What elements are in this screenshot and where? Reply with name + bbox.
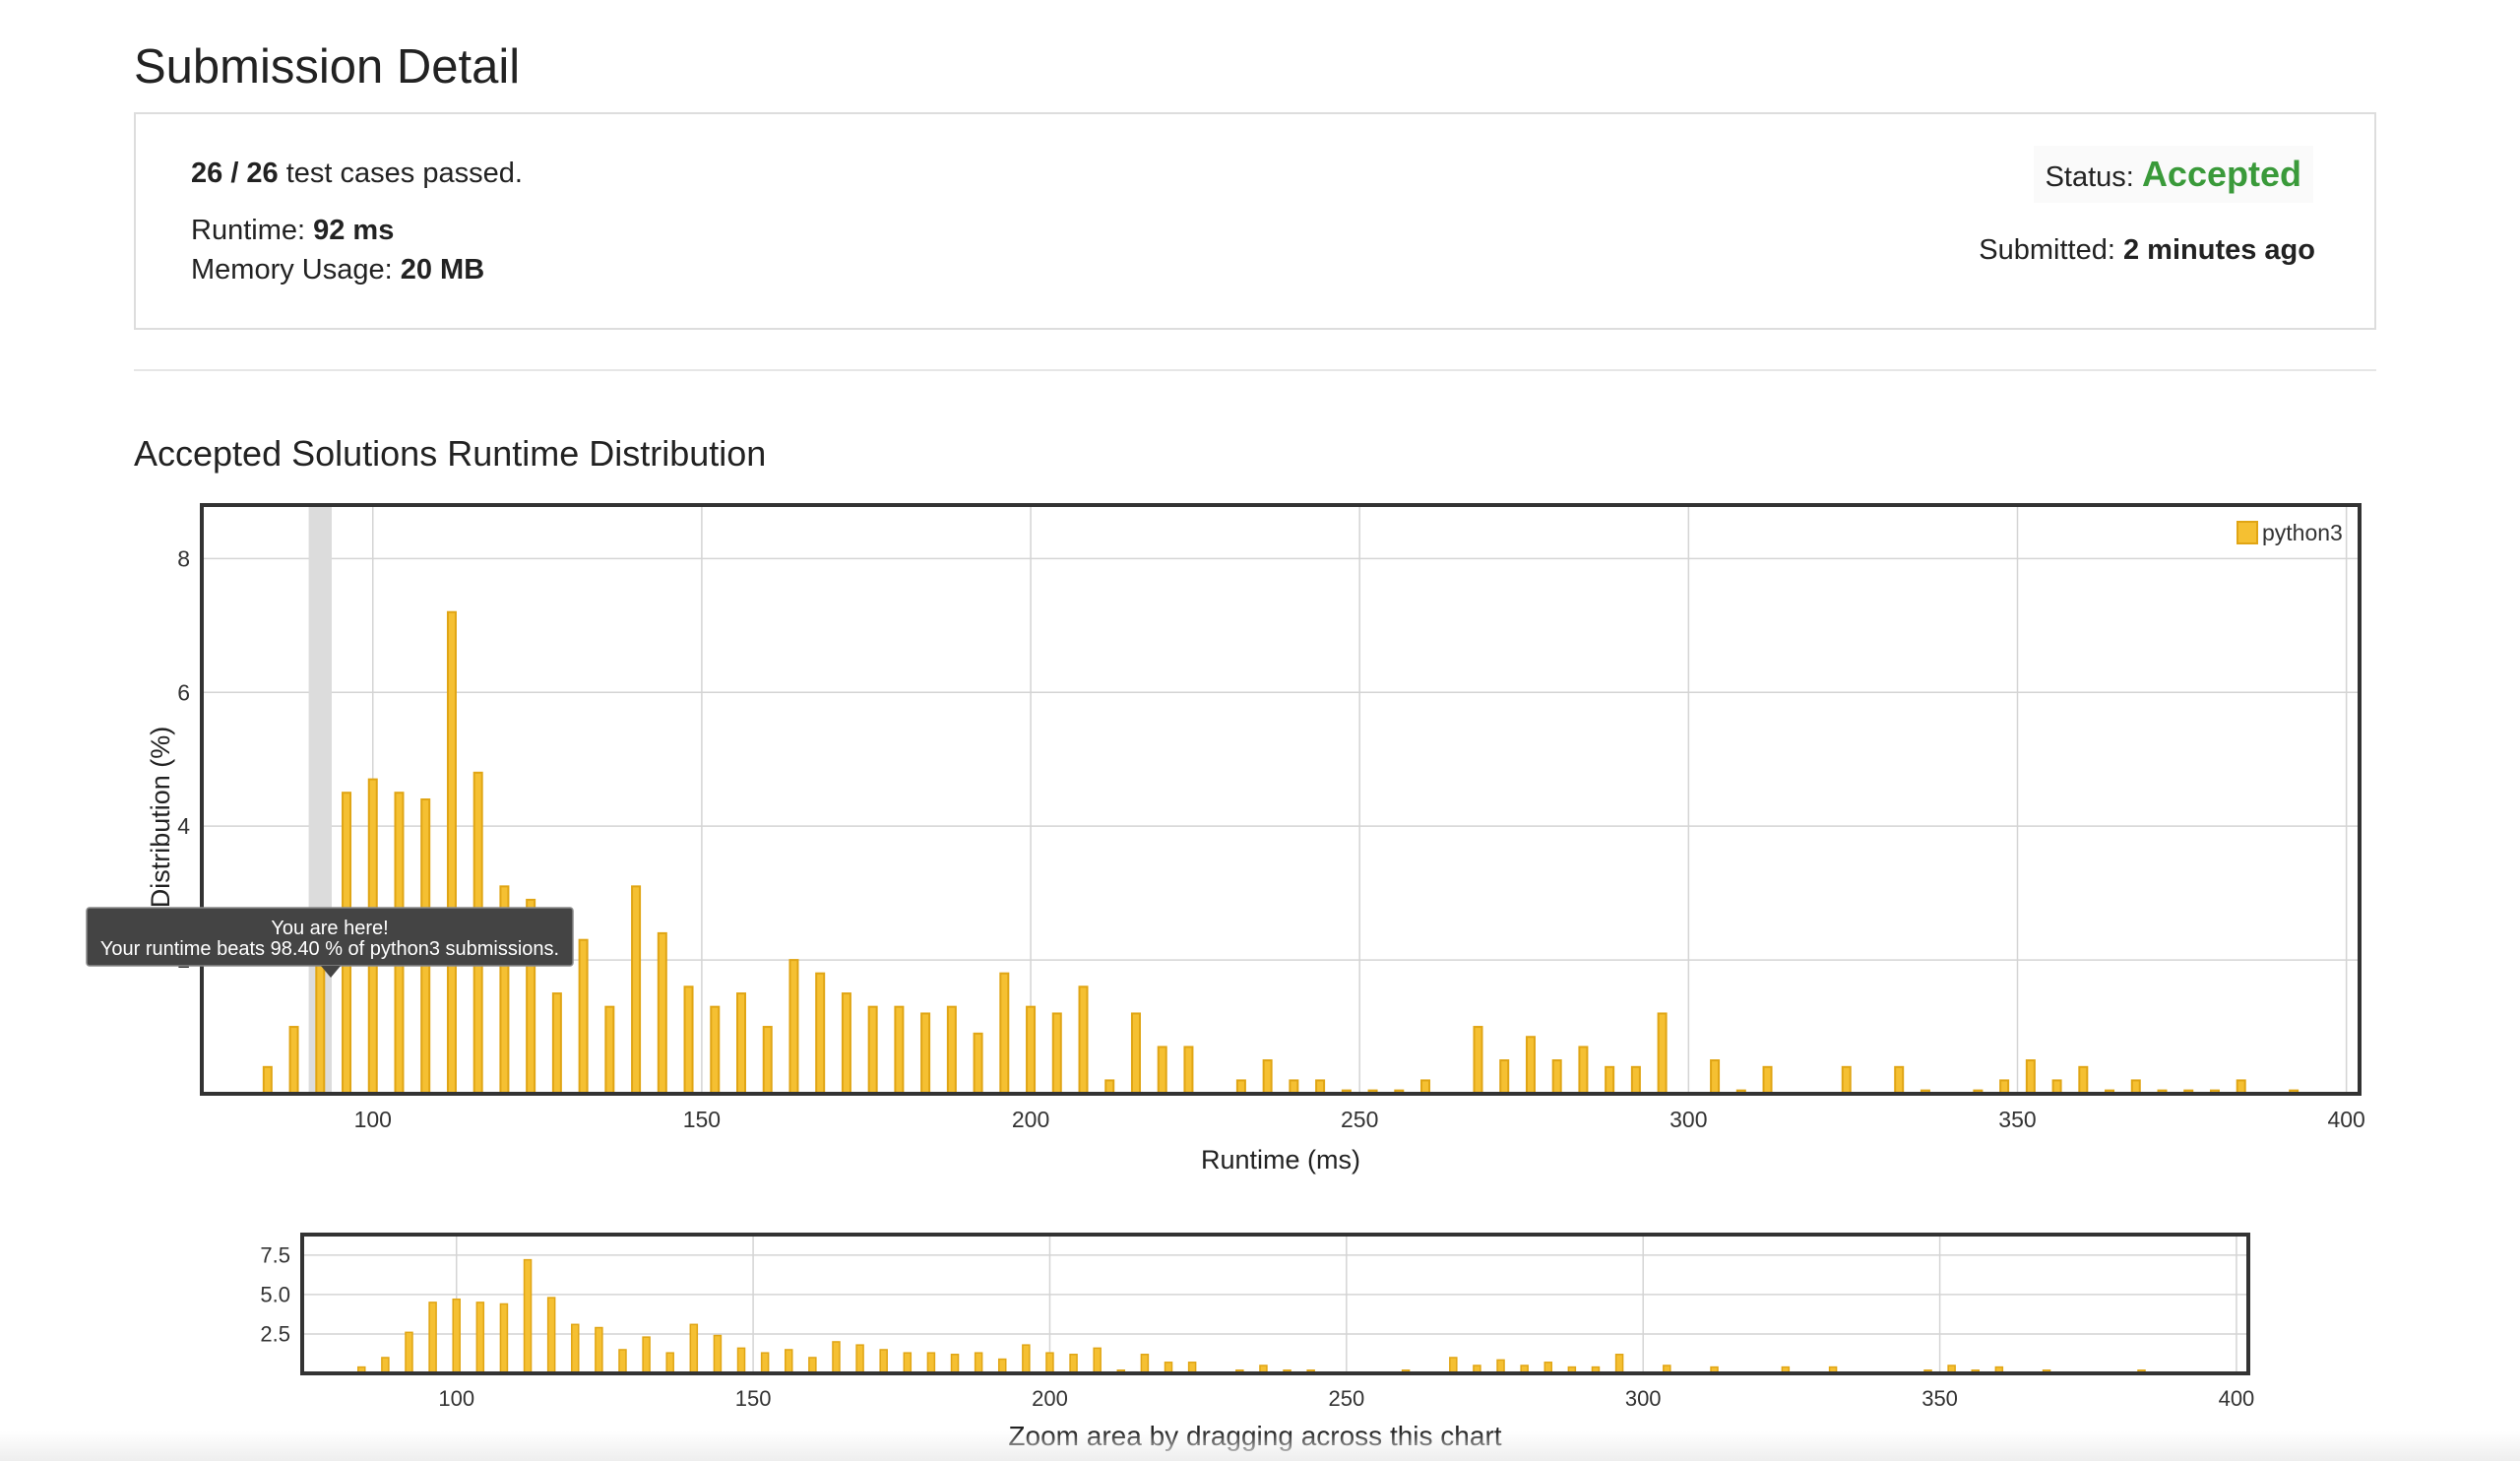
navigator-bars [357,1258,2193,1374]
section-divider [134,369,2376,371]
nav-bar[interactable] [689,1323,699,1374]
submitted-label: Submitted: [1979,234,2115,266]
nav-bar[interactable] [665,1352,674,1374]
memory-value: 20 MB [400,254,485,286]
runtime-value: 92 ms [313,215,395,246]
nav-bar[interactable] [642,1336,651,1374]
nav-bar[interactable] [1614,1354,1624,1374]
main-x-tick-label: 300 [1670,1107,1707,1132]
nav-x-tick-label: 150 [735,1386,772,1411]
nav-bar[interactable] [926,1352,936,1374]
legend-swatch [2236,521,2258,544]
legend-label: python3 [2262,520,2343,545]
nav-y-tick-label: 2.5 [260,1322,290,1347]
runtime-tooltip: You are here! Your runtime beats 98.40 %… [86,907,574,978]
status-label: Status: [2045,161,2134,193]
nav-bar[interactable] [499,1302,509,1374]
nav-bar[interactable] [879,1349,888,1374]
nav-bar[interactable] [1093,1347,1102,1374]
nav-bar[interactable] [950,1354,960,1374]
main-x-tick-labels: 100 150 200 250 300 350 400 [354,1107,2365,1132]
nav-bar[interactable] [903,1352,913,1374]
main-x-tick-label: 150 [683,1107,721,1132]
nav-x-tick-label: 300 [1625,1386,1662,1411]
runtime-label: Runtime: [191,215,306,246]
nav-x-tick-label: 350 [1922,1386,1958,1411]
nav-bar[interactable] [381,1357,390,1374]
navigator-grid [302,1235,2248,1373]
tooltip-line-1: You are here! [271,918,388,939]
test-cases-line: 26 / 26 test cases passed. [191,158,523,190]
nav-bar[interactable] [523,1258,533,1374]
nav-bar[interactable] [1449,1357,1458,1374]
nav-bar[interactable] [1045,1352,1054,1374]
memory-label: Memory Usage: [191,254,393,286]
nav-y-tick-label: 5.0 [260,1283,290,1307]
y-axis-label: Distribution (%) [146,727,175,909]
tooltip-pointer [321,966,341,978]
nav-bar[interactable] [1496,1359,1505,1374]
page-title: Submission Detail [134,40,521,94]
main-x-tick-label: 350 [1998,1107,2036,1132]
main-y-tick-label: 8 [177,545,190,571]
main-x-tick-label: 250 [1341,1107,1378,1132]
status-badge: Status: Accepted [2033,146,2313,203]
nav-x-tick-label: 250 [1328,1386,1364,1411]
legend[interactable]: python3 [2236,520,2343,545]
nav-bar[interactable] [618,1349,627,1374]
nav-bar[interactable] [546,1297,556,1374]
submission-summary: 26 / 26 test cases passed. Runtime: 92 m… [134,112,2376,330]
main-y-tick-label: 4 [177,813,190,839]
main-x-tick-label: 200 [1012,1107,1049,1132]
navigator-y-tick-labels: 2.5 5.0 7.5 [260,1243,290,1347]
nav-bar[interactable] [832,1341,841,1374]
tests-passed-suffix: test cases passed. [285,158,523,189]
tests-passed-count: 26 / 26 [191,158,279,189]
submitted-line: Submitted: 2 minutes ago [1979,234,2315,267]
nav-bar[interactable] [452,1298,461,1374]
status-value: Accepted [2141,154,2301,194]
x-axis-label: Runtime (ms) [1201,1145,1360,1175]
main-plot-frame [200,503,2362,1096]
nav-bar[interactable] [571,1323,580,1374]
nav-bar[interactable] [808,1357,817,1374]
nav-bar[interactable] [1069,1354,1078,1374]
runtime-line: Runtime: 92 ms [191,215,394,247]
navigator-frame [300,1233,2250,1375]
submitted-value: 2 minutes ago [2123,234,2315,266]
nav-y-tick-label: 7.5 [260,1243,290,1268]
main-x-tick-label: 400 [2327,1107,2364,1132]
nav-bar[interactable] [405,1331,413,1374]
nav-bar[interactable] [1022,1344,1031,1374]
nav-bar[interactable] [974,1352,983,1374]
nav-bar[interactable] [785,1349,793,1374]
nav-x-tick-label: 100 [438,1386,474,1411]
nav-bar[interactable] [760,1352,770,1374]
nav-bar[interactable] [713,1334,723,1374]
navigator-x-tick-labels: 100 150 200 250 300 350 400 [438,1386,2254,1411]
nav-bar[interactable] [428,1302,437,1374]
nav-bar[interactable] [475,1302,485,1374]
nav-bar[interactable] [855,1344,864,1374]
nav-x-tick-label: 200 [1032,1386,1068,1411]
memory-line: Memory Usage: 20 MB [191,254,484,286]
tooltip-line-2: Your runtime beats 98.40 % of python3 su… [100,938,559,960]
nav-x-tick-label: 400 [2219,1386,2255,1411]
section-title: Accepted Solutions Runtime Distribution [134,433,767,474]
main-y-tick-label: 6 [177,679,190,705]
nav-bar[interactable] [736,1347,746,1374]
navigator-caption: Zoom area by dragging across this chart [1008,1421,1501,1451]
nav-bar[interactable] [997,1358,1007,1374]
nav-bar[interactable] [1140,1354,1150,1374]
main-x-tick-label: 100 [354,1107,392,1132]
nav-bar[interactable] [595,1326,603,1374]
